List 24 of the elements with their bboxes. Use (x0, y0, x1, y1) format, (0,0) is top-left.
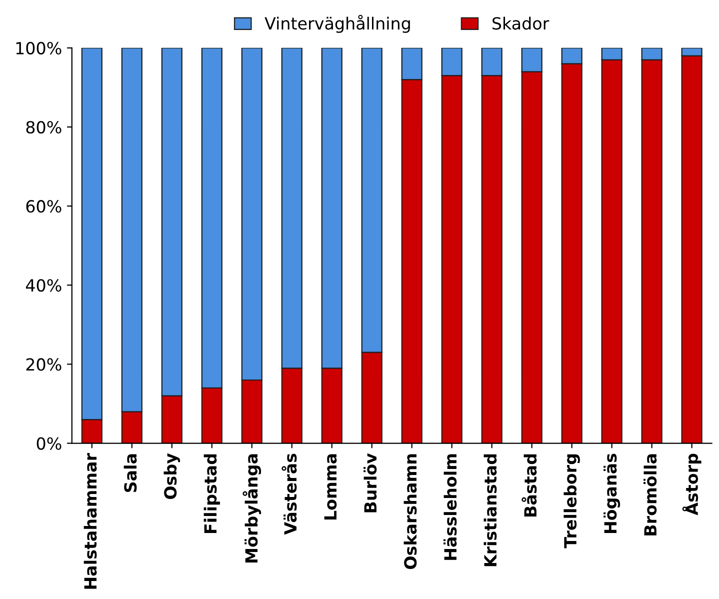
x-tick-label: Trelleborg (564, 454, 580, 548)
x-tick-label: Burlöv (364, 453, 377, 512)
x-tick-label: Västerås (282, 454, 297, 535)
x-tick-label: Halstahammar (84, 453, 97, 589)
x-tick-label: Mörbylånga (242, 454, 262, 563)
x-tick-label: Filipstad (204, 454, 220, 533)
x-tick-label: Osby (164, 453, 180, 500)
y-tick-label: 80% (26, 120, 62, 134)
x-tick-label: Höganäs (604, 454, 620, 534)
legend-label: Vinterväghållning (264, 14, 410, 33)
x-tick-label: Hässleholm (444, 454, 457, 560)
y-tick-label: 20% (26, 358, 62, 371)
y-tick-label: 40% (26, 279, 62, 292)
x-tick-label: Kristianstad (484, 454, 497, 566)
x-tick-label: Sala (124, 454, 137, 492)
legend-label: Skador (492, 16, 550, 30)
y-tick-label: 100% (16, 42, 62, 54)
x-tick-label: Båstad (522, 454, 537, 516)
y-tick-label: 0% (36, 437, 62, 450)
x-tick-label: Åstorp (682, 454, 702, 516)
y-tick-label: 60% (26, 200, 62, 213)
x-tick-label: Bromölla (644, 454, 657, 536)
x-tick-label: Oskarshamn (404, 454, 417, 570)
x-tick-label: Lomma (324, 454, 337, 520)
